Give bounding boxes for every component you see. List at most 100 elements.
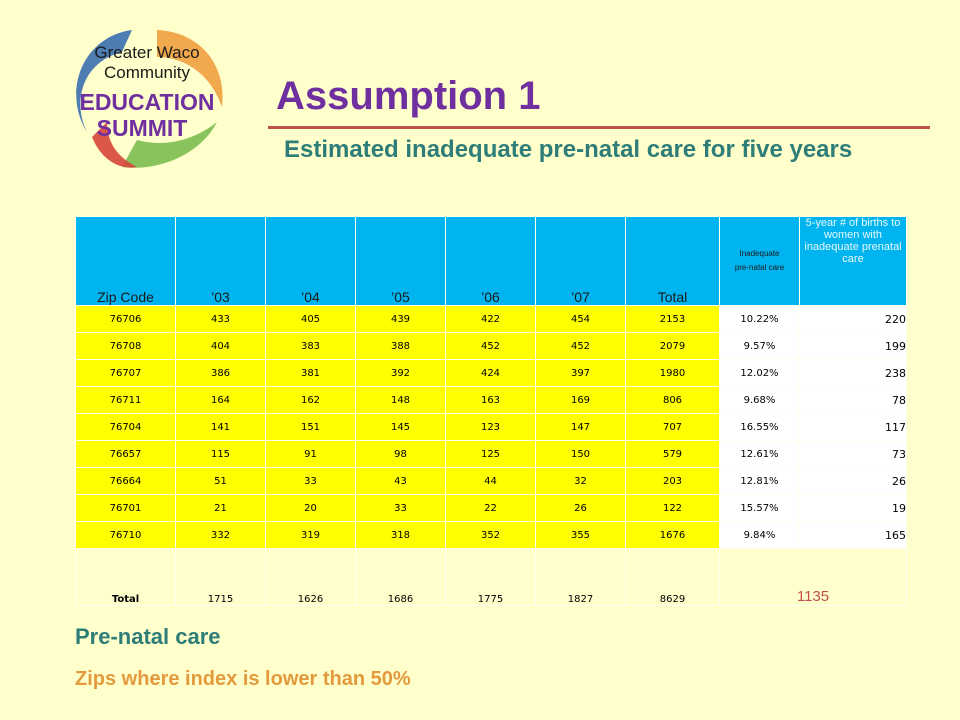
cell-zip: 76711	[75, 386, 176, 414]
footnote: Zips where index is lower than 50%	[75, 668, 411, 690]
cell-y07: 397	[535, 359, 626, 387]
cell-y05: 145	[355, 413, 446, 441]
table-row: 76708 404 383 388 452 452 2079 9.57% 199	[75, 332, 907, 360]
header-year-05: ’05	[355, 216, 446, 306]
cell-births: 117	[799, 413, 907, 441]
header-year-07: ’07	[535, 216, 626, 306]
cell-births: 26	[799, 467, 907, 495]
cell-births: 238	[799, 359, 907, 387]
header-five-year-births: 5-year # of births to women with inadequ…	[799, 216, 907, 306]
cell-births: 199	[799, 332, 907, 360]
cell-inadequate-pct: 9.84%	[719, 521, 800, 549]
cell-y03: 21	[175, 494, 266, 522]
logo-swirl-red	[92, 122, 137, 168]
cell-total: 122	[625, 494, 720, 522]
cell-y07: 32	[535, 467, 626, 495]
title-divider	[268, 126, 930, 129]
cell-y03: 141	[175, 413, 266, 441]
cell-inadequate-pct: 12.81%	[719, 467, 800, 495]
table-row: 76707 386 381 392 424 397 1980 12.02% 238	[75, 359, 907, 387]
cell-y04: 33	[265, 467, 356, 495]
cell-y03: 51	[175, 467, 266, 495]
logo-text-line3: EDUCATION	[79, 89, 214, 115]
cell-y04: 91	[265, 440, 356, 468]
cell-total: 1980	[625, 359, 720, 387]
cell-y06: 352	[445, 521, 536, 549]
header-year-03: ’03	[175, 216, 266, 306]
header-year-06: ’06	[445, 216, 536, 306]
cell-total: 203	[625, 467, 720, 495]
cell-births: 73	[799, 440, 907, 468]
cell-y04: 20	[265, 494, 356, 522]
total-year-06: 1775	[445, 548, 536, 606]
total-births: 1135	[719, 548, 907, 606]
table-row: 76664 51 33 43 44 32 203 12.81% 26	[75, 467, 907, 495]
cell-y06: 422	[445, 305, 536, 333]
cell-y04: 319	[265, 521, 356, 549]
cell-y04: 381	[265, 359, 356, 387]
header-inadequate-line2: pre-natal care	[734, 263, 785, 272]
cell-y06: 22	[445, 494, 536, 522]
cell-inadequate-pct: 9.68%	[719, 386, 800, 414]
total-grand: 8629	[625, 548, 720, 606]
cell-total: 707	[625, 413, 720, 441]
cell-y06: 44	[445, 467, 536, 495]
cell-inadequate-pct: 15.57%	[719, 494, 800, 522]
totals-row: Total 1715 1626 1686 1775 1827 8629 1135	[75, 548, 907, 606]
table-row: 76711 164 162 148 163 169 806 9.68% 78	[75, 386, 907, 414]
cell-births: 220	[799, 305, 907, 333]
cell-zip: 76664	[75, 467, 176, 495]
cell-y07: 355	[535, 521, 626, 549]
cell-inadequate-pct: 9.57%	[719, 332, 800, 360]
logo-text-line2: Community	[104, 63, 190, 82]
header-zip-code: Zip Code	[75, 216, 176, 306]
total-year-04: 1626	[265, 548, 356, 606]
cell-zip: 76710	[75, 521, 176, 549]
totals-label: Total	[75, 548, 176, 606]
cell-total: 806	[625, 386, 720, 414]
table-header-row: Zip Code ’03 ’04 ’05 ’06 ’07 Total Inade…	[75, 216, 907, 306]
cell-y06: 163	[445, 386, 536, 414]
cell-zip: 76704	[75, 413, 176, 441]
cell-y07: 169	[535, 386, 626, 414]
cell-y04: 151	[265, 413, 356, 441]
logo-swirl-blue	[76, 30, 132, 132]
cell-y04: 162	[265, 386, 356, 414]
cell-zip: 76708	[75, 332, 176, 360]
summit-logo: Greater Waco Community EDUCATION SUMMIT	[76, 30, 223, 168]
cell-y07: 452	[535, 332, 626, 360]
cell-inadequate-pct: 10.22%	[719, 305, 800, 333]
cell-y07: 147	[535, 413, 626, 441]
header-inadequate-care: Inadequate pre-natal care	[719, 216, 800, 306]
cell-inadequate-pct: 16.55%	[719, 413, 800, 441]
cell-births: 78	[799, 386, 907, 414]
prenatal-care-table: Zip Code ’03 ’04 ’05 ’06 ’07 Total Inade…	[75, 216, 907, 606]
cell-y06: 123	[445, 413, 536, 441]
total-year-07: 1827	[535, 548, 626, 606]
slide-title: Assumption 1	[276, 74, 541, 118]
total-year-03: 1715	[175, 548, 266, 606]
cell-y03: 115	[175, 440, 266, 468]
table-row: 76657 115 91 98 125 150 579 12.61% 73	[75, 440, 907, 468]
cell-y05: 439	[355, 305, 446, 333]
cell-zip: 76707	[75, 359, 176, 387]
cell-y05: 392	[355, 359, 446, 387]
cell-y04: 405	[265, 305, 356, 333]
cell-zip: 76657	[75, 440, 176, 468]
cell-inadequate-pct: 12.61%	[719, 440, 800, 468]
cell-y05: 388	[355, 332, 446, 360]
cell-y06: 424	[445, 359, 536, 387]
cell-total: 579	[625, 440, 720, 468]
cell-y07: 26	[535, 494, 626, 522]
logo-text-line1: Greater Waco	[94, 43, 199, 62]
table-row: 76710 332 319 318 352 355 1676 9.84% 165	[75, 521, 907, 549]
total-year-05: 1686	[355, 548, 446, 606]
header-year-04: ’04	[265, 216, 356, 306]
logo-swirl-orange	[157, 30, 223, 107]
cell-y06: 452	[445, 332, 536, 360]
table-row: 76706 433 405 439 422 454 2153 10.22% 220	[75, 305, 907, 333]
cell-inadequate-pct: 12.02%	[719, 359, 800, 387]
cell-total: 1676	[625, 521, 720, 549]
cell-y07: 454	[535, 305, 626, 333]
cell-y05: 33	[355, 494, 446, 522]
